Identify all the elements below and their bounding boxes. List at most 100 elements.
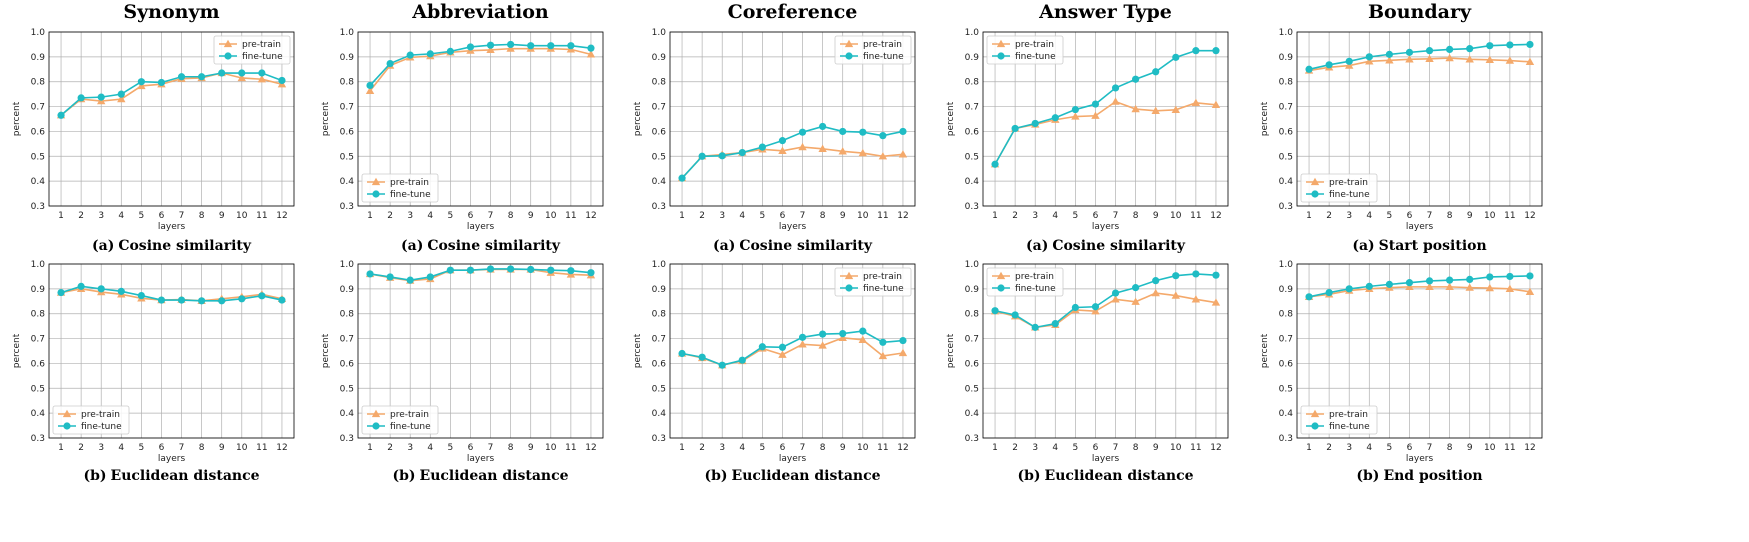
finetune-point xyxy=(1152,68,1160,76)
y-tick-label: 0.9 xyxy=(31,285,46,295)
y-tick-label: 0.7 xyxy=(340,103,354,113)
legend-label: fine-tune xyxy=(1015,52,1056,62)
x-tick-label: 1 xyxy=(992,211,998,221)
y-tick-label: 1.0 xyxy=(965,28,980,38)
x-tick-label: 9 xyxy=(1153,443,1159,453)
y-tick-label: 0.8 xyxy=(340,78,355,88)
x-tick-label: 1 xyxy=(679,211,685,221)
legend-label: pre-train xyxy=(1329,178,1368,188)
caption-text: Cosine similarity xyxy=(1052,238,1186,254)
x-tick-label: 12 xyxy=(585,211,596,221)
subfigure-caption: (a) Start position xyxy=(1352,238,1486,254)
finetune-point xyxy=(1071,105,1079,114)
finetune-point xyxy=(466,43,475,51)
finetune-point xyxy=(426,50,434,58)
y-axis-label: percent xyxy=(12,101,22,136)
pretrain-point xyxy=(1525,57,1535,65)
y-tick-label: 0.7 xyxy=(1279,335,1293,345)
x-tick-label: 12 xyxy=(897,443,908,453)
x-tick-label: 7 xyxy=(488,211,494,221)
pretrain-line xyxy=(60,72,283,116)
finetune-line xyxy=(369,268,592,281)
pretrain-point xyxy=(1131,104,1140,113)
finetune-point xyxy=(1526,272,1534,280)
x-tick-label: 7 xyxy=(1113,443,1119,453)
finetune-point xyxy=(1506,272,1514,281)
x-tick-label: 9 xyxy=(1467,211,1473,221)
legend-marker xyxy=(997,284,1005,292)
finetune-point xyxy=(991,307,999,315)
legend-label: fine-tune xyxy=(863,52,904,62)
finetune-point xyxy=(1425,277,1434,285)
caption-label: (a) xyxy=(401,238,423,254)
x-tick-label: 3 xyxy=(719,211,725,221)
legend-marker xyxy=(371,177,381,186)
finetune-point xyxy=(1405,279,1414,287)
legend-label: fine-tune xyxy=(1329,422,1370,432)
y-tick-label: 0.8 xyxy=(340,310,355,320)
y-tick-label: 0.8 xyxy=(965,78,980,88)
y-tick-label: 1.0 xyxy=(652,260,667,270)
y-tick-label: 0.4 xyxy=(31,177,46,187)
x-tick-label: 10 xyxy=(236,211,248,221)
y-tick-label: 0.6 xyxy=(965,359,980,369)
finetune-point xyxy=(1486,42,1494,50)
y-tick-label: 0.6 xyxy=(1279,359,1294,369)
caption-text: Start position xyxy=(1379,238,1487,254)
finetune-point xyxy=(859,128,867,136)
legend-marker xyxy=(844,271,854,280)
legend: pre-train fine-tune xyxy=(986,35,1064,65)
finetune-point xyxy=(137,291,145,300)
x-tick-label: 7 xyxy=(179,443,185,453)
x-tick-label: 3 xyxy=(1346,211,1352,221)
x-tick-label: 11 xyxy=(256,211,267,221)
x-tick-label: 1 xyxy=(367,443,373,453)
x-tick-label: 10 xyxy=(545,443,557,453)
finetune-point xyxy=(1152,277,1160,285)
finetune-point xyxy=(218,297,226,305)
caption-text: Cosine similarity xyxy=(118,238,252,254)
subfigure-caption: (b) Euclidean distance xyxy=(704,468,880,484)
finetune-point xyxy=(117,287,125,295)
y-tick-label: 0.7 xyxy=(652,103,666,113)
pretrain-point xyxy=(1191,98,1201,106)
pretrain-point xyxy=(137,81,146,90)
finetune-point xyxy=(1031,323,1039,331)
legend-box xyxy=(834,267,912,297)
finetune-point xyxy=(507,40,515,49)
pretrain-point xyxy=(1405,55,1414,63)
x-tick-label: 11 xyxy=(877,443,888,453)
pretrain-point xyxy=(1111,295,1120,303)
finetune-point xyxy=(1446,45,1454,54)
finetune-point xyxy=(1385,50,1393,58)
finetune-point xyxy=(738,356,746,364)
finetune-point xyxy=(1325,288,1333,297)
legend-marker xyxy=(1311,190,1319,198)
x-tick-label: 7 xyxy=(179,211,185,221)
x-tick-label: 2 xyxy=(78,443,84,453)
x-axis-label: layers xyxy=(779,222,807,232)
finetune-point xyxy=(778,343,787,351)
x-tick-label: 4 xyxy=(1366,211,1372,221)
pretrain-point xyxy=(878,351,888,360)
finetune-point xyxy=(567,42,575,50)
legend: pre-train fine-tune xyxy=(1300,173,1378,203)
y-axis-label: percent xyxy=(12,333,22,368)
column-title: Abbreviation xyxy=(411,1,549,23)
finetune-point xyxy=(1486,273,1494,281)
x-tick-label: 3 xyxy=(98,443,104,453)
y-axis-label: percent xyxy=(1260,101,1270,136)
finetune-point xyxy=(97,93,105,101)
finetune-point xyxy=(1305,293,1313,301)
legend-box xyxy=(986,35,1064,65)
legend-label: pre-train xyxy=(863,40,902,50)
legend-label: fine-tune xyxy=(1329,190,1370,200)
y-tick-label: 0.8 xyxy=(965,310,980,320)
y-tick-label: 0.8 xyxy=(1279,310,1294,320)
pretrain-point xyxy=(778,350,787,358)
caption-text: Euclidean distance xyxy=(732,468,881,484)
x-tick-label: 3 xyxy=(1032,443,1038,453)
x-axis-label: layers xyxy=(467,454,495,464)
x-tick-label: 12 xyxy=(276,211,287,221)
